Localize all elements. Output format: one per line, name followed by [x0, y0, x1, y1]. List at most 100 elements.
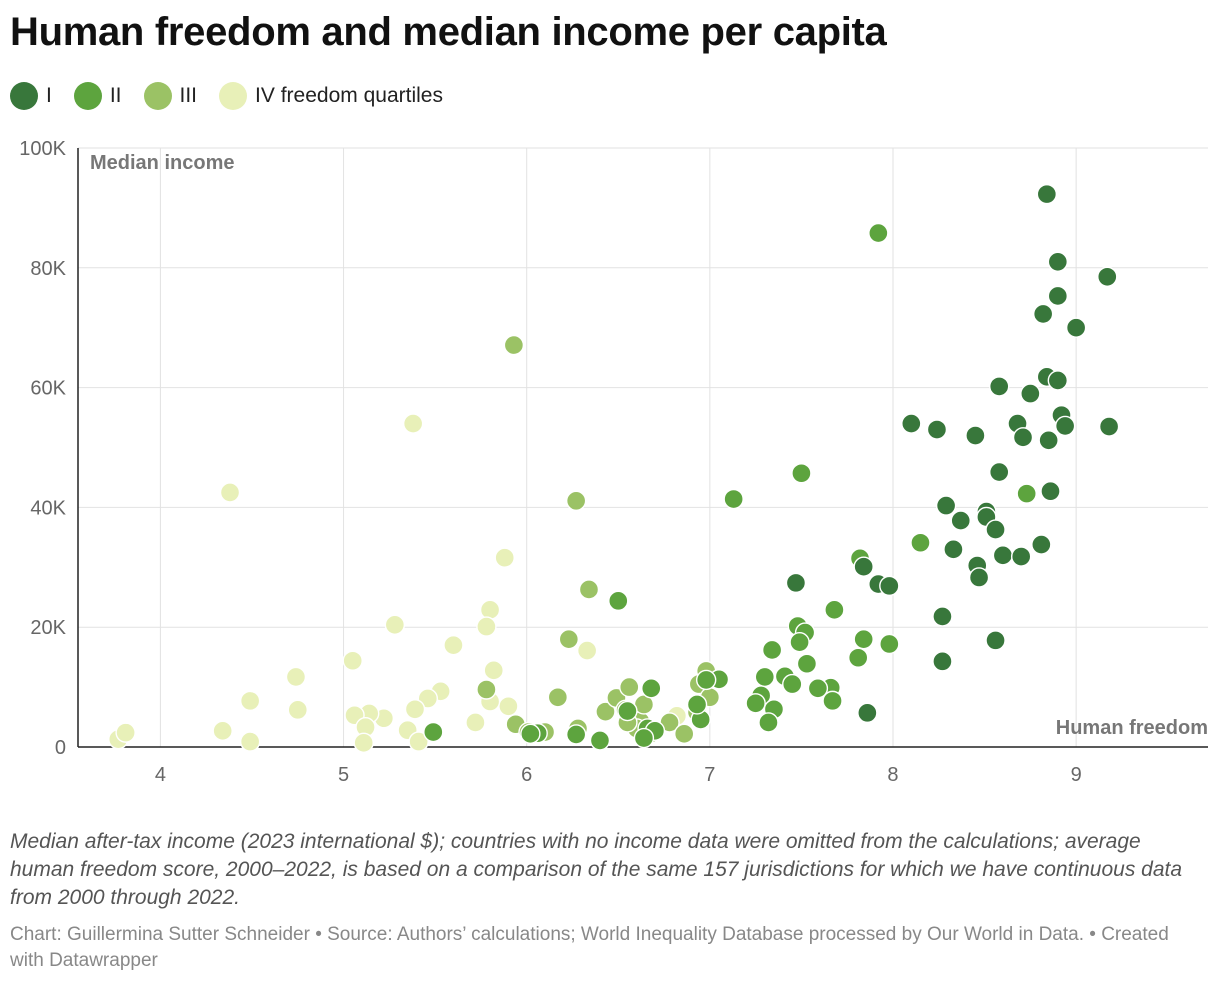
data-point [565, 724, 587, 745]
data-point [879, 575, 900, 597]
data-point [857, 702, 878, 724]
data-point [287, 699, 308, 721]
legend-item-quartile-1: I [10, 82, 52, 110]
legend-item-quartile-4: IV freedom quartiles [219, 82, 443, 110]
data-point [558, 628, 580, 650]
y-tick-label: 20K [30, 617, 66, 639]
data-point [932, 606, 953, 627]
y-axis-title: Median income [90, 152, 234, 174]
x-axis-title: Human freedom [1056, 717, 1208, 739]
data-point [619, 676, 640, 698]
y-tick-label: 40K [30, 497, 66, 519]
legend-item-quartile-3: III [143, 82, 197, 110]
data-point [402, 413, 424, 434]
chart-credits: Chart: Guillermina Sutter Schneider • So… [10, 924, 1169, 971]
data-point [989, 461, 1010, 483]
data-point [789, 631, 810, 653]
data-point [565, 490, 587, 512]
data-point [1047, 370, 1069, 391]
data-point [868, 222, 889, 244]
y-tick-label: 60K [30, 378, 66, 400]
data-point [935, 495, 957, 516]
data-point [353, 732, 374, 754]
data-point [503, 334, 525, 356]
data-point [992, 545, 1014, 566]
data-point [498, 696, 519, 717]
data-point [547, 687, 569, 708]
data-point [950, 510, 971, 531]
legend: I II III IV freedom quartiles [10, 82, 465, 110]
data-point [1012, 427, 1034, 448]
x-tick-label: 8 [887, 764, 898, 786]
data-point [483, 660, 504, 681]
data-point [342, 650, 363, 671]
data-point [1040, 481, 1061, 502]
data-point [443, 634, 464, 656]
legend-swatch-quartile-4 [219, 82, 248, 110]
data-point [910, 532, 931, 553]
legend-label-quartile-4: IV freedom quartiles [255, 84, 443, 107]
data-point [608, 590, 629, 612]
chart-title: Human freedom and median income per capi… [10, 10, 887, 54]
data-point [1032, 303, 1054, 325]
data-point [985, 519, 1006, 540]
legend-swatch-quartile-2 [73, 82, 102, 110]
data-point [824, 599, 845, 621]
data-point [807, 678, 829, 699]
data-point [1098, 416, 1120, 437]
data-point [901, 413, 922, 434]
x-tick-label: 4 [155, 764, 166, 786]
y-tick-label: 80K [30, 258, 66, 280]
data-point [695, 669, 717, 691]
data-point [476, 616, 497, 637]
data-point [822, 690, 843, 712]
data-point [1097, 266, 1118, 287]
data-point [926, 419, 948, 440]
legend-label-quartile-1: I [46, 84, 52, 107]
data-point [847, 647, 869, 668]
data-point [965, 425, 986, 446]
data-point [494, 547, 515, 568]
y-tick-label: 0 [55, 737, 66, 759]
data-point [1016, 483, 1037, 504]
data-point [423, 721, 444, 743]
data-point [479, 599, 501, 621]
data-point [408, 731, 429, 752]
data-point [617, 700, 638, 722]
data-point [285, 666, 307, 688]
legend-swatch-quartile-1 [10, 82, 38, 110]
legend-swatch-quartile-3 [143, 82, 172, 110]
data-point [576, 640, 598, 661]
data-point [633, 727, 655, 749]
data-point [219, 482, 241, 503]
y-tick-label: 100K [19, 138, 66, 160]
data-point [758, 712, 779, 733]
data-point [641, 678, 662, 699]
data-point [589, 730, 611, 751]
data-point [578, 579, 600, 600]
data-point [115, 722, 136, 743]
data-point [520, 723, 541, 745]
data-point [384, 614, 406, 636]
data-point [404, 699, 426, 720]
data-point [1054, 415, 1076, 437]
data-point [932, 651, 953, 672]
legend-item-quartile-2: II [73, 82, 122, 110]
data-point [782, 673, 803, 695]
data-point [796, 653, 818, 674]
data-point [745, 693, 766, 714]
x-tick-label: 6 [521, 764, 532, 786]
data-point [674, 723, 695, 745]
data-point [1031, 534, 1052, 555]
data-point [853, 628, 874, 650]
scatter-chart: 0 20K 40K 60K 80K 100K 4 5 6 7 8 9 Median income Huma… [19, 138, 1208, 786]
data-point [754, 666, 775, 688]
data-point [465, 712, 486, 733]
legend-label-quartile-2: II [109, 84, 122, 107]
chart-notes: Median after-tax income (2023 internatio… [10, 830, 1183, 909]
data-point [595, 701, 616, 722]
data-point [476, 679, 497, 700]
data-point [1038, 430, 1059, 451]
x-tick-label: 5 [338, 764, 349, 786]
data-point [239, 731, 261, 752]
